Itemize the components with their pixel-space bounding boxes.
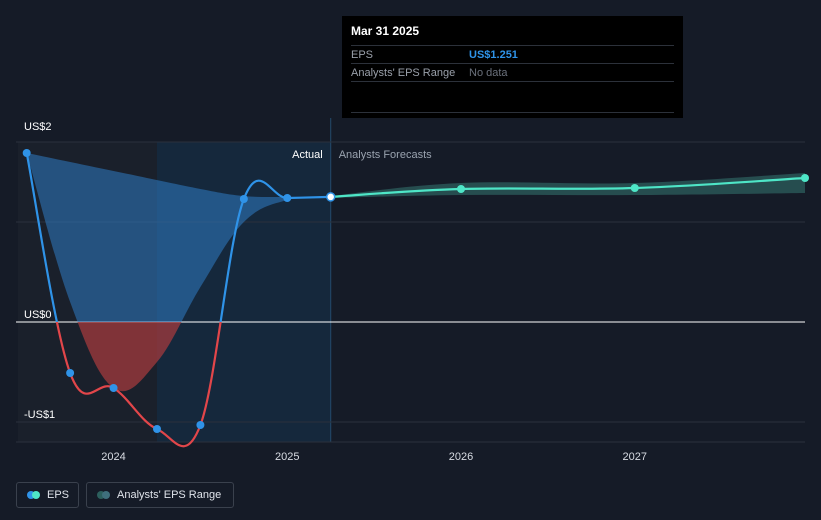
eps-point [152, 425, 161, 433]
eps-point [109, 384, 118, 392]
legend-item-eps-range[interactable]: Analysts' EPS Range [86, 482, 234, 508]
tooltip-row-range: Analysts' EPS Range No data [351, 63, 674, 82]
region-actual-label: Actual [292, 149, 323, 161]
legend-eps-label: EPS [47, 489, 70, 501]
legend-item-eps[interactable]: EPS [16, 482, 79, 508]
eps-forecast-point [630, 184, 639, 192]
eps-point [196, 421, 205, 429]
range-dot-2 [102, 491, 110, 499]
region-forecast-label: Analysts Forecasts [339, 149, 432, 161]
series-points [22, 149, 809, 433]
tooltip: Mar 31 2025 EPS US$1.251 Analysts' EPS R… [342, 16, 683, 118]
eps-legend-icon [27, 491, 40, 499]
axis-labels: US$2 US$0 -US$1 2024 2025 2026 2027 Actual Analy… [24, 121, 647, 463]
tooltip-eps-label: EPS [351, 49, 374, 61]
eps-point [22, 149, 31, 157]
eps-forecast-point [801, 174, 809, 182]
eps-point [66, 369, 75, 377]
eps-line-positive [25, 152, 331, 322]
eps-point [239, 195, 248, 203]
eps-forecast-point [457, 185, 466, 193]
eps-line-negative [55, 322, 222, 448]
eps-point-current [325, 192, 336, 202]
tooltip-range-label: Analysts' EPS Range [351, 67, 456, 79]
series-lines [25, 152, 806, 448]
tooltip-spacer [351, 82, 674, 113]
eps-forecast-line [330, 176, 806, 198]
tooltip-row-eps: EPS US$1.251 [351, 45, 674, 63]
eps-point [283, 194, 292, 202]
eps-dot-forecast [32, 491, 40, 499]
y-tick-label: -US$1 [24, 409, 55, 421]
x-tick-label: 2024 [101, 451, 125, 463]
x-tick-label: 2026 [449, 451, 473, 463]
y-tick-label: US$2 [24, 121, 52, 133]
y-tick-label: US$0 [24, 309, 52, 321]
eps-range-legend-icon [97, 491, 110, 499]
eps-dot-actual [27, 491, 35, 499]
eps-area-band [26, 153, 805, 392]
eps-range-band [330, 173, 805, 198]
tooltip-range-value: No data [469, 67, 508, 79]
x-tick-label: 2027 [623, 451, 647, 463]
eps-area-positive [26, 153, 331, 322]
range-dot-1 [97, 491, 105, 499]
x-tick-label: 2025 [275, 451, 299, 463]
tooltip-eps-value: US$1.251 [469, 49, 518, 61]
tooltip-date: Mar 31 2025 [351, 24, 420, 38]
legend-range-label: Analysts' EPS Range [117, 489, 222, 501]
eps-area-negative [77, 322, 182, 392]
